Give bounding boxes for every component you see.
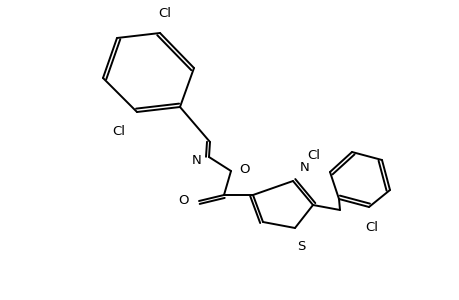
Text: Cl: Cl (365, 221, 378, 234)
Text: Cl: Cl (112, 125, 125, 138)
Text: Cl: Cl (158, 7, 171, 20)
Text: Cl: Cl (307, 149, 320, 162)
Text: N: N (299, 161, 309, 174)
Text: O: O (239, 163, 249, 176)
Text: S: S (297, 240, 305, 253)
Text: N: N (192, 154, 202, 166)
Text: O: O (178, 194, 189, 208)
